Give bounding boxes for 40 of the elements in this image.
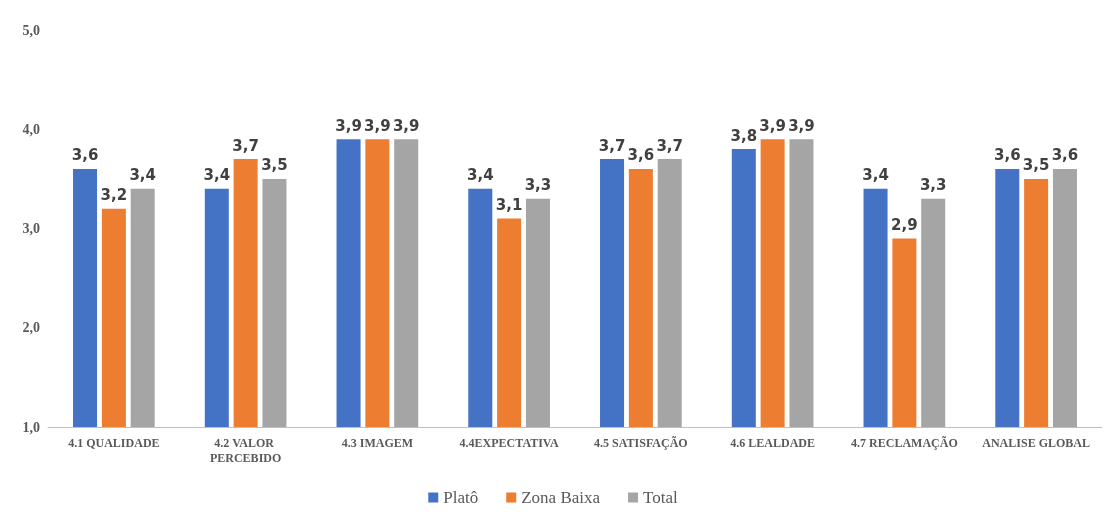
x-tick-label: 4.4EXPECTATIVA [459, 435, 559, 450]
data-label: 3,7 [232, 136, 259, 155]
data-label: 3,9 [759, 116, 786, 135]
legend-label: Platô [443, 488, 479, 507]
x-tick-label: 4.7 RECLAMAÇÃO [851, 435, 958, 450]
legend-label: Total [643, 488, 679, 507]
data-label: 3,5 [261, 156, 288, 175]
x-tick-label: 4.3 IMAGEM [341, 435, 414, 450]
data-label: 3,5 [1022, 156, 1050, 175]
data-label: 3,7 [598, 136, 626, 155]
data-label: 3,1 [495, 196, 523, 215]
data-label: 3,9 [788, 116, 815, 135]
y-tick-label: 2,0 [22, 320, 40, 336]
x-tick-label: 4.2 VALOR PERCEBIDO [209, 435, 282, 465]
y-tick-label: 3,0 [22, 221, 40, 236]
data-label: 3,6 [71, 146, 99, 165]
x-tick-label: 4.1 QUALIDADE [68, 435, 160, 450]
data-label: 3,4 [467, 166, 494, 185]
data-label: 3,3 [524, 176, 552, 195]
legend-label: Zona Baixa [521, 488, 601, 507]
data-label: 3,6 [1051, 146, 1079, 165]
x-tick-label: 4.5 SATISFAÇÃO [594, 435, 688, 450]
data-label: 3,8 [730, 126, 758, 145]
data-label: 3,6 [994, 146, 1021, 165]
y-tick-label: 5,0 [22, 22, 40, 38]
data-label: 3,7 [656, 136, 683, 155]
data-label: 2,9 [891, 215, 918, 234]
data-label: 3,2 [100, 186, 128, 205]
data-label: 3,9 [392, 116, 420, 135]
data-label: 3,9 [364, 116, 391, 135]
x-tick-label: ANALISE GLOBAL [982, 435, 1090, 450]
x-tick-label: 4.6 LEALDADE [730, 435, 815, 450]
y-tick-label: 1,0 [22, 419, 40, 435]
data-label: 3,4 [129, 166, 156, 185]
data-label: 3,4 [203, 166, 231, 185]
data-label: 3,3 [919, 176, 947, 195]
data-label: 3,6 [627, 146, 655, 165]
data-label: 3,4 [862, 166, 889, 185]
data-label: 3,9 [335, 116, 362, 135]
y-tick-label: 4,0 [22, 121, 40, 137]
